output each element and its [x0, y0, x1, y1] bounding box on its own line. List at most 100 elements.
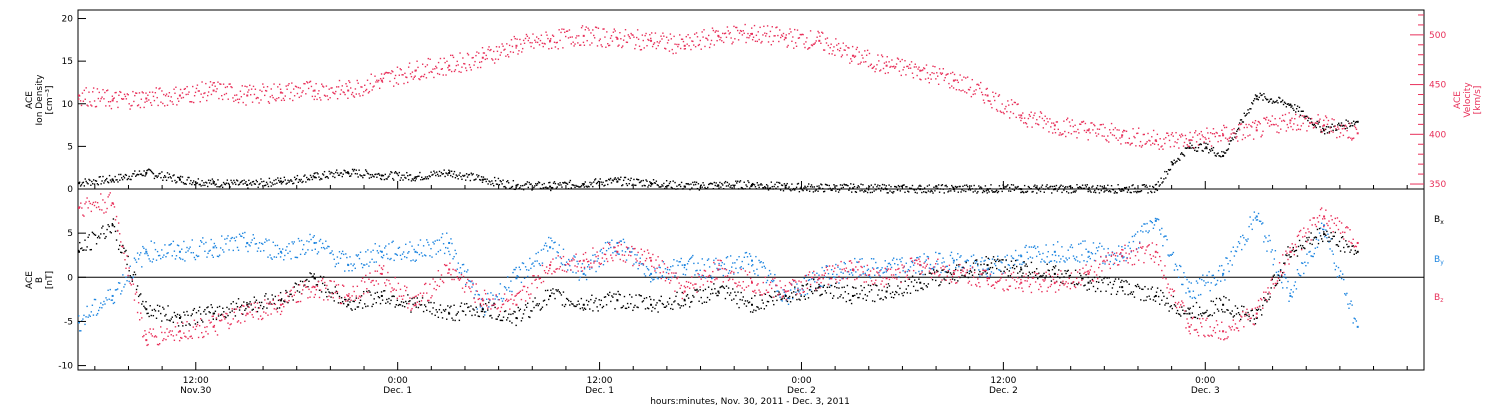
- density-trace-dot: [649, 181, 651, 183]
- velocity-trace-dot: [1032, 117, 1034, 119]
- by-trace-dot: [639, 257, 641, 259]
- by-trace-dot: [341, 250, 344, 253]
- bx-trace-dot: [462, 310, 465, 313]
- density-trace-dot: [1138, 190, 1141, 193]
- bx-trace-dot: [793, 291, 795, 293]
- by-trace-dot: [721, 261, 723, 264]
- density-trace-dot: [698, 189, 701, 191]
- velocity-trace-dot: [811, 44, 814, 47]
- bx-trace-dot: [223, 311, 225, 313]
- by-trace-dot: [418, 253, 421, 256]
- velocity-trace-dot: [1016, 103, 1018, 106]
- density-trace-dot: [373, 176, 375, 178]
- bx-trace-dot: [399, 304, 402, 306]
- by-trace-dot: [494, 298, 496, 300]
- by-trace-dot: [189, 246, 191, 248]
- velocity-trace-dot: [468, 64, 471, 66]
- velocity-trace-dot: [1068, 121, 1071, 123]
- bx-trace-dot: [194, 323, 197, 325]
- by-trace-dot: [1176, 269, 1179, 271]
- density-trace-dot: [808, 190, 811, 192]
- velocity-trace-dot: [958, 89, 960, 91]
- bx-trace-dot: [381, 299, 384, 301]
- by-trace-dot: [958, 265, 960, 268]
- density-trace-dot: [997, 190, 1000, 193]
- velocity-trace-dot: [320, 99, 322, 101]
- density-trace-dot: [103, 182, 105, 184]
- by-trace-dot: [820, 285, 822, 288]
- velocity-trace-dot: [102, 88, 104, 91]
- by-trace-dot: [288, 243, 290, 245]
- density-trace-dot: [1260, 94, 1262, 97]
- by-trace-dot: [818, 274, 820, 276]
- bx-trace-dot: [599, 303, 601, 306]
- bx-trace-dot: [252, 308, 254, 311]
- density-trace-dot: [1320, 131, 1322, 133]
- bx-point: [1323, 233, 1326, 236]
- density-trace-dot: [711, 183, 714, 185]
- by-trace-dot: [572, 271, 574, 273]
- by-trace-dot: [886, 265, 889, 268]
- velocity-trace-dot: [305, 93, 307, 95]
- by-trace-dot: [126, 280, 128, 282]
- by-trace-dot: [1211, 274, 1213, 277]
- velocity-trace-dot: [645, 32, 647, 35]
- density-trace-dot: [796, 183, 799, 185]
- velocity-trace-dot: [976, 83, 978, 86]
- bx-trace-dot: [853, 287, 855, 289]
- bx-trace-dot: [890, 296, 893, 298]
- by-trace-dot: [499, 283, 502, 285]
- by-trace-dot: [1151, 221, 1154, 224]
- density-trace-dot: [1140, 190, 1143, 192]
- density-trace-dot: [106, 181, 109, 183]
- density-trace-dot: [1276, 99, 1278, 102]
- bx-trace-dot: [661, 302, 664, 305]
- density-trace-dot: [804, 185, 806, 188]
- velocity-trace-dot: [1250, 125, 1252, 127]
- by-trace-dot: [1304, 261, 1306, 264]
- by-trace-dot: [163, 254, 165, 256]
- density-trace-dot: [264, 184, 267, 186]
- density-trace-dot: [263, 180, 265, 183]
- velocity-trace-dot: [1020, 119, 1022, 122]
- by-trace-dot: [1290, 288, 1292, 291]
- bx-trace-dot: [307, 286, 309, 288]
- by-trace-dot: [1347, 303, 1349, 305]
- bx-trace-dot: [959, 276, 961, 279]
- density-trace-dot: [246, 184, 248, 186]
- by-trace-dot: [201, 241, 203, 243]
- velocity-trace-dot: [432, 68, 434, 70]
- bx-trace-dot: [675, 295, 677, 298]
- velocity-trace-dot: [1019, 116, 1021, 119]
- density-trace-dot: [980, 187, 983, 189]
- velocity-trace-dot: [679, 47, 682, 50]
- by-trace-dot: [452, 258, 454, 260]
- velocity-trace-dot: [865, 61, 867, 63]
- velocity-trace-dot: [658, 42, 660, 44]
- density-trace-dot: [420, 179, 422, 181]
- density-trace-dot: [757, 184, 759, 186]
- density-trace-dot: [1110, 185, 1113, 187]
- velocity-trace-dot: [86, 104, 88, 106]
- velocity-trace-dot: [359, 95, 361, 97]
- density-trace-dot: [283, 176, 286, 179]
- by-trace-dot: [317, 251, 320, 253]
- density-trace-dot: [387, 176, 389, 178]
- density-trace-dot: [487, 183, 489, 185]
- density-trace-dot: [307, 178, 310, 180]
- bx-trace-dot: [507, 317, 509, 319]
- bx-trace-dot: [151, 309, 154, 311]
- by-trace-dot: [150, 240, 152, 242]
- bx-trace-dot: [913, 279, 916, 281]
- density-trace-dot: [585, 185, 587, 187]
- velocity-trace-dot: [371, 89, 373, 91]
- density-trace-dot: [1323, 128, 1325, 131]
- density-trace-dot: [550, 189, 552, 192]
- by-trace-dot: [1238, 242, 1241, 245]
- density-trace-dot: [621, 184, 623, 187]
- density-trace-dot: [1131, 184, 1133, 187]
- density-trace-dot: [1262, 99, 1264, 101]
- by-trace-dot: [919, 255, 921, 258]
- bx-trace-dot: [753, 309, 755, 311]
- by-trace-dot: [489, 299, 491, 302]
